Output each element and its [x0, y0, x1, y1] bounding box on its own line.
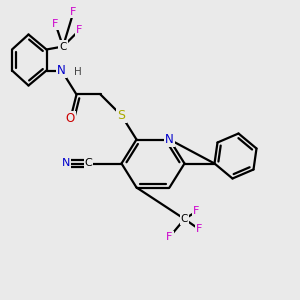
Text: N: N — [62, 158, 70, 169]
Text: O: O — [66, 112, 75, 125]
Text: N: N — [57, 64, 66, 77]
Text: F: F — [166, 232, 173, 242]
Text: H: H — [74, 67, 82, 77]
Text: C: C — [181, 214, 188, 224]
Text: N: N — [165, 133, 174, 146]
Text: F: F — [70, 7, 77, 17]
Text: F: F — [193, 206, 200, 217]
Text: C: C — [85, 158, 92, 169]
Text: F: F — [196, 224, 203, 235]
Text: F: F — [52, 19, 59, 29]
Text: C: C — [59, 41, 67, 52]
Text: S: S — [118, 109, 125, 122]
Text: F: F — [76, 25, 83, 35]
